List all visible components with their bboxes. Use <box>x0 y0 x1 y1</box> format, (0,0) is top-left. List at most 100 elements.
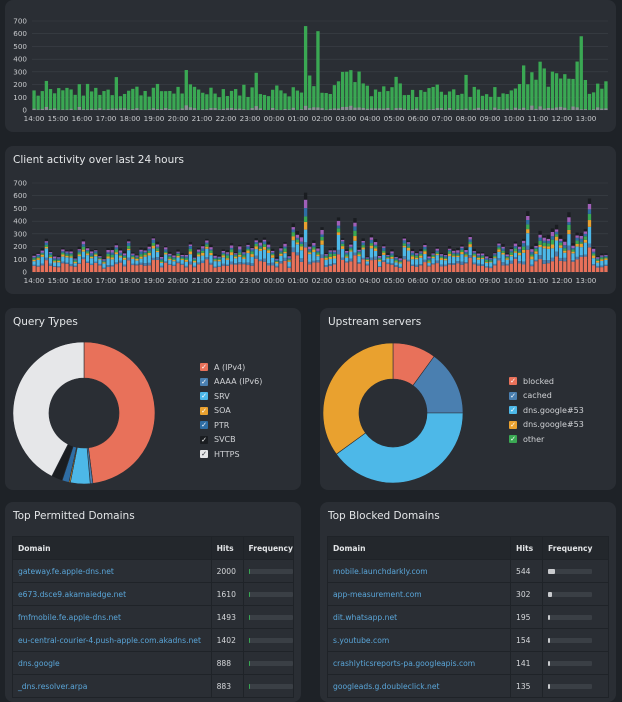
activity-bar <box>423 251 426 254</box>
activity-bar <box>94 262 97 263</box>
activity-bar <box>82 244 85 247</box>
domain-link[interactable]: googleads.g.doubleclick.net <box>333 682 440 691</box>
hits-header[interactable]: Hits <box>511 537 543 560</box>
legend-item[interactable]: ✓SOA <box>200 404 262 419</box>
x-tick-label: 03:00 <box>336 276 357 285</box>
activity-bar <box>164 254 167 261</box>
activity-bar <box>559 235 562 238</box>
bar-blocked <box>506 109 509 110</box>
legend-item[interactable]: ✓dns.google#53 <box>509 403 584 418</box>
frequency-header[interactable]: Frequency <box>243 537 293 560</box>
activity-bar <box>300 262 303 272</box>
legend-item[interactable]: ✓ HTTPS <box>200 447 262 462</box>
domain-header[interactable]: Domain <box>328 537 511 560</box>
activity-bar <box>123 255 126 256</box>
legend-item[interactable]: ✓PTR <box>200 418 262 433</box>
activity-bar <box>534 249 537 251</box>
bar-blocked <box>164 108 167 110</box>
activity-bar <box>312 243 315 246</box>
x-tick-label: 22:00 <box>216 276 237 285</box>
activity-bar <box>456 261 459 263</box>
legend-item[interactable]: ✓SVCB <box>200 433 262 448</box>
legend-item[interactable]: ✓AAAA (IPv6) <box>200 375 262 390</box>
legend-swatch[interactable]: ✓ <box>200 378 208 386</box>
slice[interactable] <box>84 342 155 483</box>
domain-link[interactable]: mobile.launchdarkly.com <box>333 567 428 576</box>
activity-bar <box>460 250 463 252</box>
slice[interactable] <box>323 343 393 454</box>
activity-bar <box>222 249 225 250</box>
activity-bar <box>312 261 315 263</box>
activity-bar <box>246 246 249 249</box>
activity-bar <box>510 248 513 249</box>
activity-bar <box>345 255 348 257</box>
domain-link[interactable]: s.youtube.com <box>333 636 389 645</box>
legend-swatch[interactable]: ✓ <box>509 392 517 400</box>
activity-bar <box>193 266 196 267</box>
activity-bar <box>497 245 500 247</box>
activity-bar <box>378 266 381 267</box>
activity-bar <box>345 258 348 262</box>
activity-bar <box>267 242 270 245</box>
legend-swatch[interactable]: ✓ <box>200 363 208 371</box>
query-types-doughnut <box>9 336 159 486</box>
bar <box>160 91 163 110</box>
activity-bar <box>571 246 574 248</box>
legend-label: HTTPS <box>214 450 240 459</box>
activity-bar <box>102 260 105 261</box>
activity-bar <box>255 256 258 259</box>
activity-bar <box>69 251 72 253</box>
bar <box>234 89 237 110</box>
bar-blocked <box>378 108 381 110</box>
legend-item[interactable]: ✓A (IPv4) <box>200 360 262 375</box>
legend-item[interactable]: ✓SRV <box>200 389 262 404</box>
activity-bar <box>61 249 64 251</box>
legend-item[interactable]: ✓dns.google#53 <box>509 418 584 433</box>
legend-item[interactable]: ✓cached <box>509 389 584 404</box>
activity-bar <box>304 208 307 216</box>
domain-link[interactable]: app-measurement.com <box>333 590 422 599</box>
legend-swatch[interactable]: ✓ <box>509 421 517 429</box>
activity-bar <box>82 241 85 244</box>
legend-swatch[interactable]: ✓ <box>509 377 517 385</box>
domain-link[interactable]: dit.whatsapp.net <box>333 613 397 622</box>
legend-swatch[interactable]: ✓ <box>509 406 517 414</box>
bar-blocked <box>555 107 558 110</box>
activity-bar <box>238 252 241 254</box>
activity-bar <box>481 252 484 253</box>
hits-header[interactable]: Hits <box>211 537 243 560</box>
bar <box>431 87 434 110</box>
activity-bar <box>69 253 72 254</box>
legend-item[interactable]: ✓other <box>509 432 584 447</box>
activity-bar <box>357 262 360 263</box>
legend-swatch[interactable]: ✓ <box>509 435 517 443</box>
activity-bar <box>526 211 529 216</box>
legend-item[interactable]: ✓blocked <box>509 374 584 389</box>
activity-bar <box>333 259 336 264</box>
bar <box>57 88 60 110</box>
bar-blocked <box>308 108 311 110</box>
activity-bar <box>534 246 537 248</box>
domain-link[interactable]: dns.google <box>18 659 60 668</box>
domain-link[interactable]: crashlyticsreports-pa.googleapis.com <box>333 659 475 668</box>
legend-swatch[interactable]: ✓ <box>200 436 208 444</box>
x-tick-label: 10:00 <box>504 114 525 123</box>
frequency-header[interactable]: Frequency <box>543 537 609 560</box>
bar <box>189 84 192 110</box>
activity-bar <box>139 254 142 256</box>
domain-link[interactable]: eu-central-courier-4.push-apple.com.akad… <box>18 636 201 645</box>
legend-swatch[interactable]: ✓ <box>200 450 208 458</box>
legend-swatch[interactable]: ✓ <box>200 421 208 429</box>
bar <box>460 94 463 110</box>
activity-bar <box>57 262 60 266</box>
activity-bar <box>316 251 319 252</box>
legend-swatch[interactable]: ✓ <box>200 392 208 400</box>
domain-link[interactable]: fmfmobile.fe.apple-dns.net <box>18 613 121 622</box>
activity-bar <box>148 265 151 272</box>
legend-swatch[interactable]: ✓ <box>200 407 208 415</box>
domain-link[interactable]: gateway.fe.apple-dns.net <box>18 567 114 576</box>
domain-header[interactable]: Domain <box>13 537 212 560</box>
bar <box>230 91 233 110</box>
domain-link[interactable]: e673.dsce9.akamaiedge.net <box>18 590 126 599</box>
domain-link[interactable]: _dns.resolver.arpa <box>18 682 87 691</box>
